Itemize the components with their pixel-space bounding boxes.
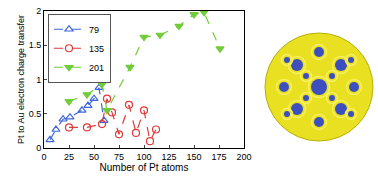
svg-text:175: 175 — [211, 152, 226, 162]
svg-text:2: 2 — [36, 6, 41, 16]
svg-text:150: 150 — [186, 152, 201, 162]
svg-text:79: 79 — [89, 25, 99, 35]
svg-text:200: 200 — [236, 152, 251, 162]
svg-text:1.5: 1.5 — [29, 40, 42, 50]
svg-text:25: 25 — [64, 152, 74, 162]
svg-text:135: 135 — [89, 44, 104, 54]
svg-text:Pt to Au electron charge trans: Pt to Au electron charge transfer — [16, 15, 26, 144]
svg-text:100: 100 — [136, 152, 151, 162]
svg-text:0.5: 0.5 — [29, 109, 42, 119]
svg-text:50: 50 — [89, 152, 99, 162]
svg-text:0: 0 — [41, 152, 46, 162]
svg-text:75: 75 — [114, 152, 124, 162]
svg-text:201: 201 — [89, 63, 104, 73]
svg-text:125: 125 — [161, 152, 176, 162]
svg-text:1: 1 — [36, 75, 41, 85]
svg-text:Number of Pt atoms: Number of Pt atoms — [100, 162, 189, 173]
svg-text:0: 0 — [36, 143, 41, 153]
